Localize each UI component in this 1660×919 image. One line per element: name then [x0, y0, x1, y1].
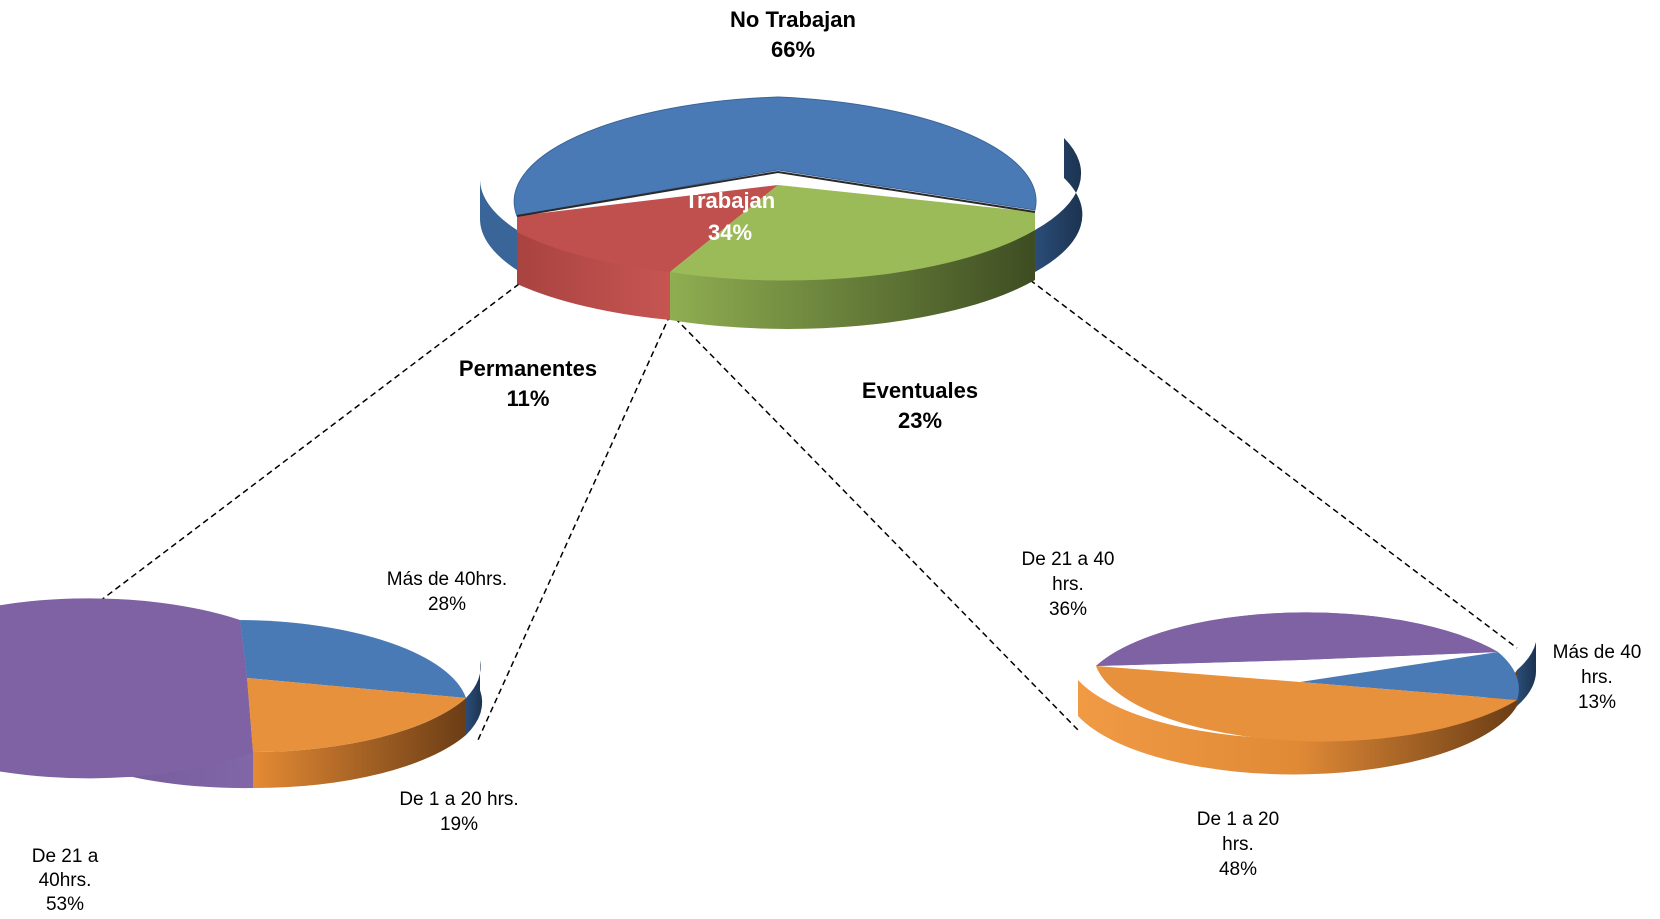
- connector-line: [1029, 279, 1518, 649]
- label-perm-de-21-a-40-part2: 40hrs.: [39, 870, 92, 891]
- pie-slice-de-21-a-40-top: [0, 598, 253, 779]
- label-event-mas-de-40-part2: hrs.: [1581, 667, 1613, 688]
- pie-slice-side-no-trabajan-left: [479, 178, 517, 270]
- pie-slice-de-21-a-40-top: [1096, 612, 1498, 666]
- label-event-de-1-a-20-part2: hrs.: [1222, 834, 1254, 855]
- value-event-mas-de-40: 13%: [1578, 692, 1616, 713]
- connector-line: [13, 283, 520, 667]
- value-permanentes: 11%: [507, 386, 550, 411]
- label-perm-de-1-a-20: De 1 a 20 hrs.: [399, 789, 518, 810]
- label-perm-mas-de-40: Más de 40hrs.: [387, 569, 507, 590]
- value-event-de-1-a-20: 48%: [1219, 859, 1257, 880]
- connector-line: [674, 317, 1079, 731]
- pie-slice-permanentes: [517, 185, 778, 272]
- value-perm-mas-de-40: 28%: [428, 594, 466, 615]
- pie-slice-side-mas-de-40: [1517, 642, 1536, 706]
- main-pie: [479, 96, 1083, 329]
- data-labels: No Trabajan 66% Trabajan 34% Permanentes…: [32, 7, 1642, 915]
- value-perm-de-1-a-20: 19%: [440, 814, 478, 835]
- pie-slice-side-eventuales: [670, 230, 1035, 329]
- pie-slice-side-mas-de-40: [466, 660, 483, 735]
- eventuales-pie: [1078, 612, 1536, 775]
- pie-slice-side-de-1-a-20: [253, 698, 466, 789]
- value-event-de-21-a-40: 36%: [1049, 599, 1087, 620]
- label-event-de-21-a-40-part1: De 21 a 40: [1022, 549, 1115, 570]
- label-trabajan: Trabajan: [685, 188, 775, 213]
- pie-slice-de-1-a-20: [1096, 666, 1517, 742]
- label-perm-de-21-a-40-part1: De 21 a: [32, 846, 99, 867]
- value-no-trabajan: 66%: [771, 37, 815, 62]
- value-eventuales: 23%: [898, 408, 942, 433]
- label-event-mas-de-40-part1: Más de 40: [1553, 642, 1642, 663]
- label-permanentes: Permanentes: [459, 356, 597, 381]
- label-event-de-21-a-40-part2: hrs.: [1052, 574, 1084, 595]
- pie-slice-eventuales: [670, 185, 1035, 281]
- pie-slice-side-no-trabajan-right: [1035, 138, 1083, 272]
- value-trabajan: 34%: [708, 220, 752, 245]
- label-event-de-1-a-20-part1: De 1 a 20: [1197, 809, 1279, 830]
- connector-line: [477, 314, 671, 741]
- label-eventuales: Eventuales: [862, 378, 978, 403]
- pie-slice-side-de-1-a-20: [1078, 670, 1517, 775]
- label-no-trabajan: No Trabajan: [730, 7, 856, 32]
- permanentes-pie: [0, 598, 483, 789]
- pie-slice-side-permanentes: [517, 230, 670, 320]
- pie-slice-de-1-a-20: [247, 678, 466, 753]
- value-perm-de-21-a-40: 53%: [46, 894, 84, 914]
- pie-slice-mas-de-40: [1300, 652, 1519, 700]
- connector-lines: [13, 279, 1518, 741]
- pie-slice-no-trabajan: [513, 96, 1037, 217]
- pie-slice-mas-de-40: [240, 620, 466, 698]
